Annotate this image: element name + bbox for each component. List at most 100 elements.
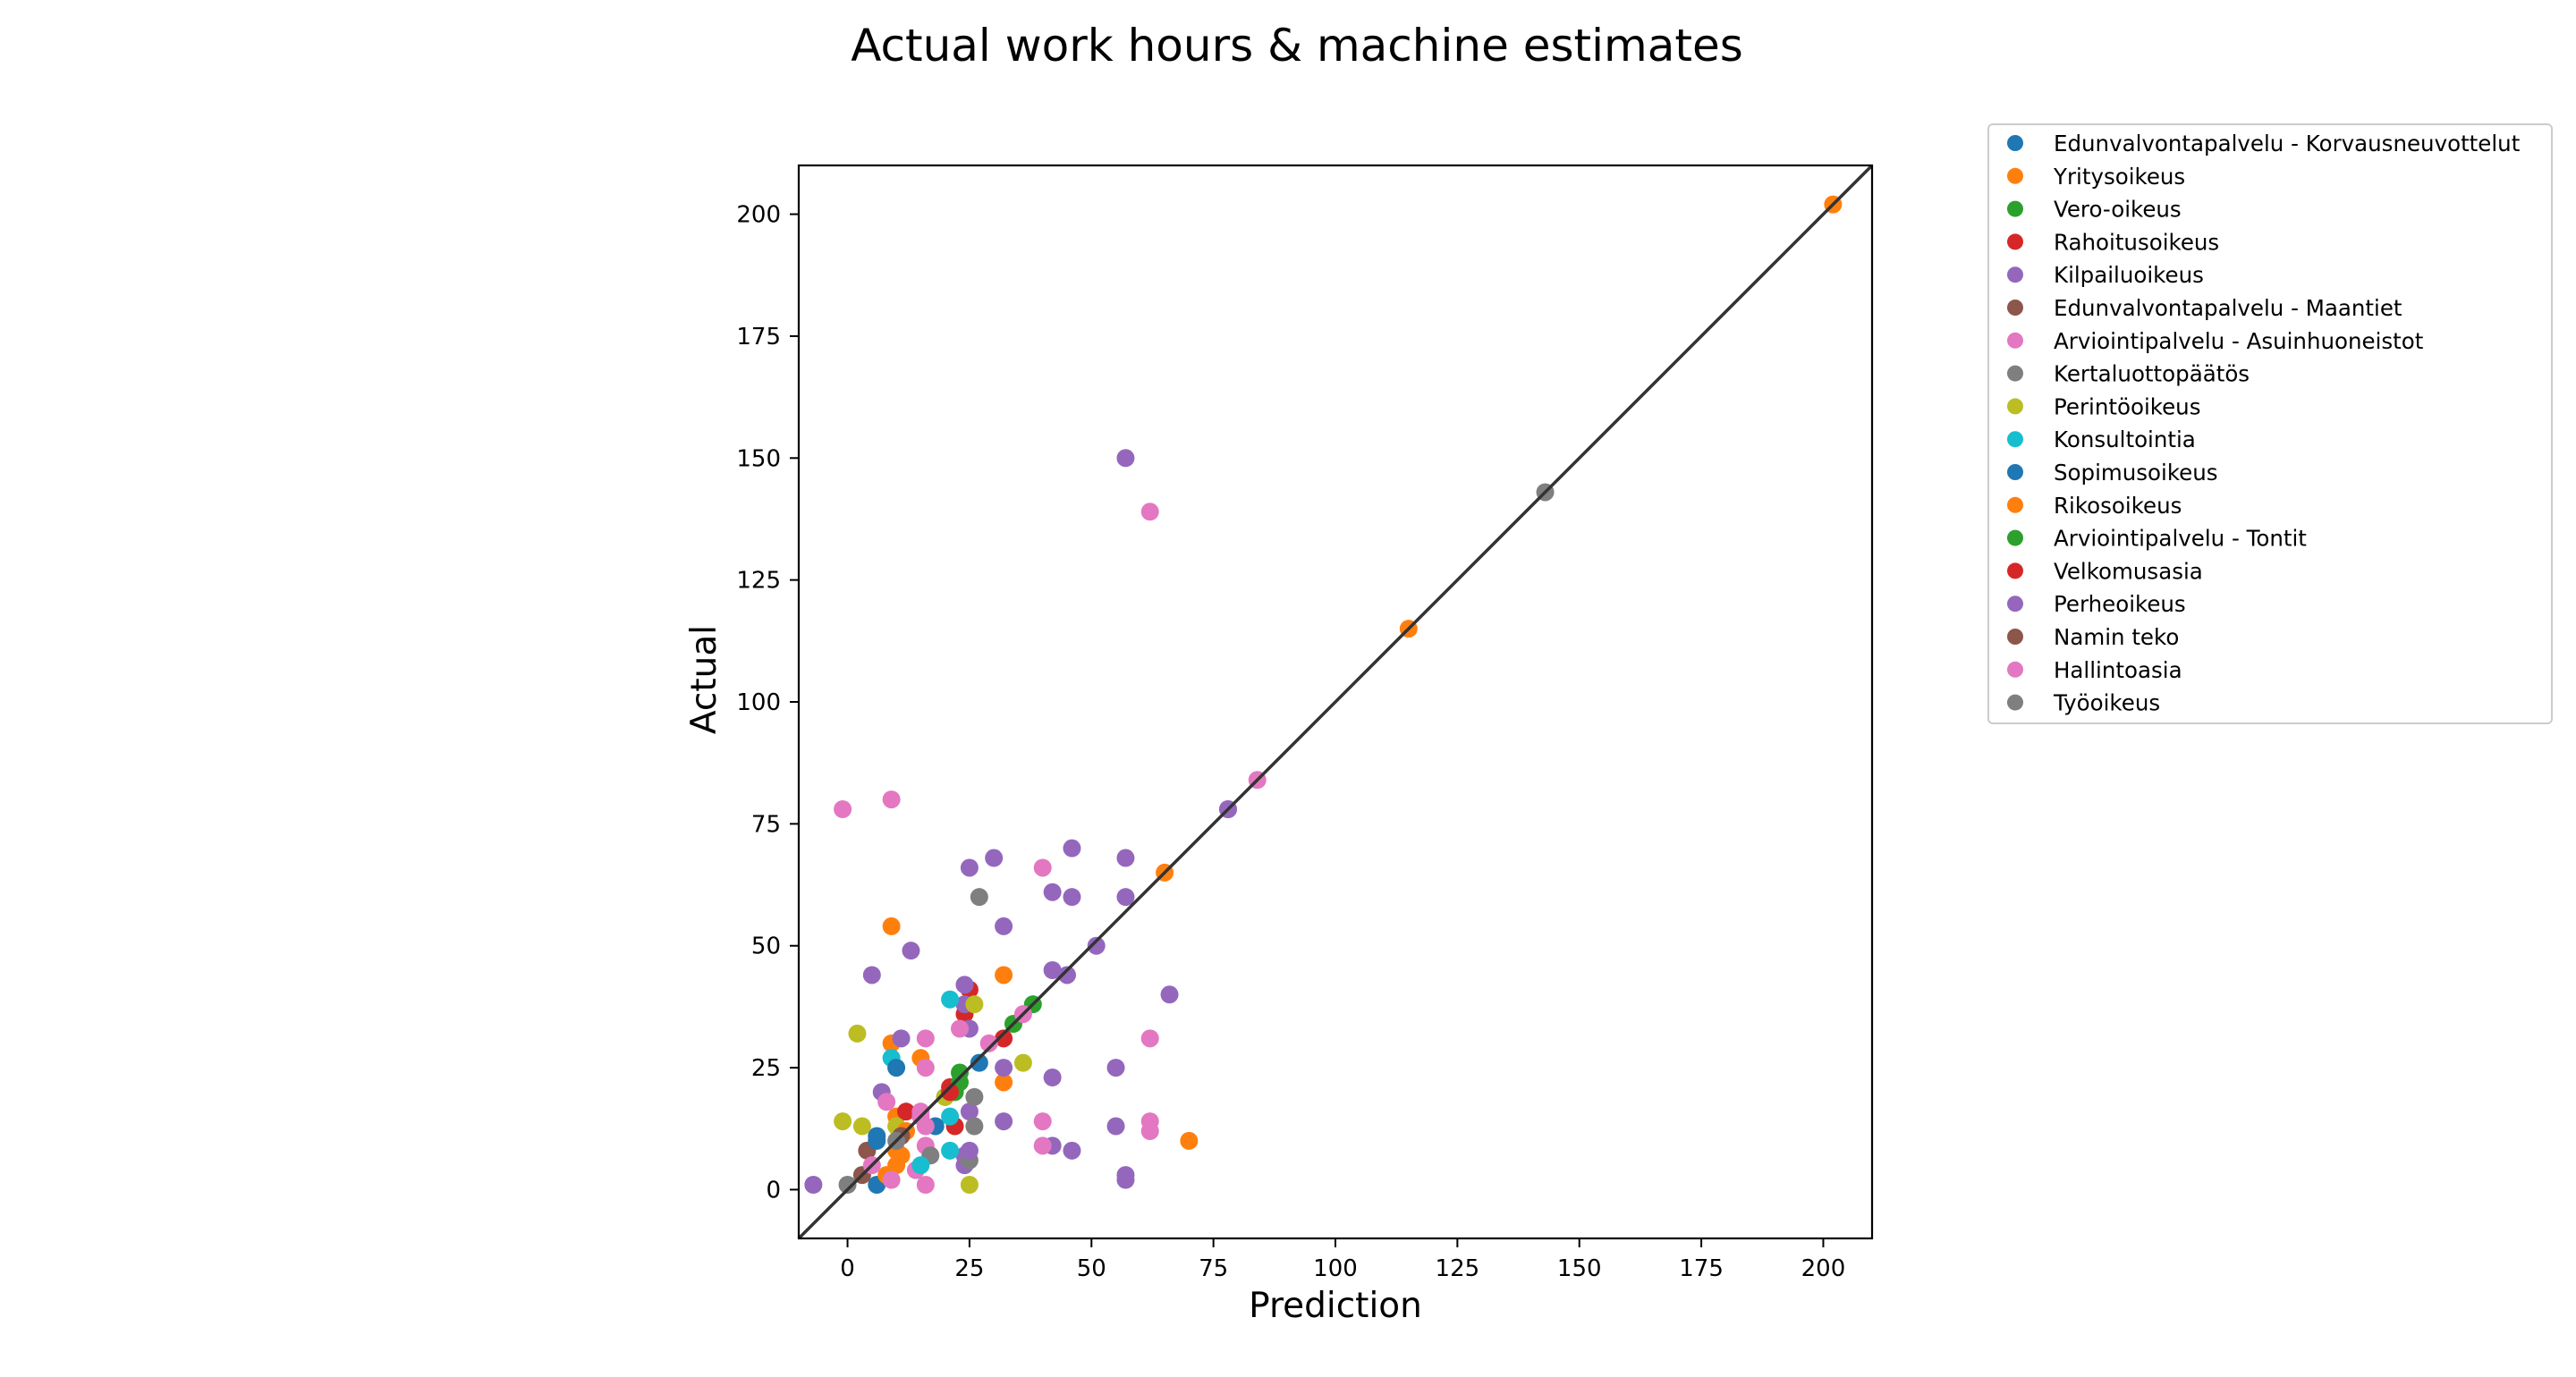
y-tick-label: 175: [736, 324, 781, 351]
legend-marker: [2007, 661, 2023, 678]
x-tick-label: 75: [1199, 1255, 1228, 1282]
data-point: [1180, 1131, 1199, 1150]
data-point: [1087, 936, 1106, 955]
legend-entry: Rahoitusoikeus: [2054, 229, 2219, 255]
data-point: [995, 1073, 1013, 1092]
data-point: [902, 942, 920, 960]
y-tick-label: 0: [766, 1177, 781, 1204]
legend-marker: [2007, 200, 2023, 217]
data-point: [965, 995, 984, 1014]
x-tick-label: 50: [1077, 1255, 1106, 1282]
legend-entry: Edunvalvontapalvelu - Maantiet: [2054, 295, 2402, 321]
data-point: [941, 1083, 960, 1102]
data-point: [970, 888, 988, 907]
data-point: [960, 1176, 979, 1194]
x-axis-label: Prediction: [1249, 1286, 1422, 1326]
data-point: [1116, 849, 1135, 867]
legend-entry: Konsultointia: [2054, 427, 2196, 452]
scatter-points: [804, 195, 1843, 1194]
data-point: [1116, 449, 1135, 468]
legend-marker: [2007, 496, 2023, 513]
legend-entry: Perheoikeus: [2054, 591, 2186, 617]
data-point: [897, 1102, 915, 1121]
legend-marker: [2007, 629, 2023, 645]
legend-entry: Namin teko: [2054, 624, 2179, 650]
data-point: [852, 1117, 871, 1136]
data-point: [941, 1107, 960, 1126]
data-point: [1140, 503, 1159, 521]
legend-marker: [2007, 332, 2023, 349]
x-tick-label: 175: [1679, 1255, 1724, 1282]
data-point: [960, 1141, 979, 1160]
legend-marker: [2007, 562, 2023, 579]
data-point: [995, 1112, 1013, 1131]
data-point: [1106, 1059, 1125, 1077]
data-point: [1043, 961, 1062, 979]
data-point: [995, 966, 1013, 984]
y-tick-label: 125: [736, 568, 781, 595]
legend-marker: [2007, 694, 2023, 711]
legend-entry: Arviointipalvelu - Tontit: [2054, 526, 2307, 552]
data-point: [995, 917, 1013, 935]
data-point: [995, 1059, 1013, 1077]
legend-entry: Työoikeus: [2053, 690, 2160, 716]
data-point: [916, 1029, 935, 1048]
data-point: [1058, 966, 1076, 984]
legend-marker: [2007, 365, 2023, 382]
data-point: [965, 1117, 984, 1136]
data-point: [1043, 883, 1062, 901]
data-point: [868, 1131, 886, 1150]
x-tick-label: 200: [1801, 1255, 1846, 1282]
x-tick-label: 0: [840, 1255, 855, 1282]
legend-entry: Hallintoasia: [2054, 657, 2182, 683]
data-point: [1063, 888, 1081, 907]
data-point: [1063, 1141, 1081, 1160]
legend-marker: [2007, 167, 2023, 184]
data-point: [1140, 1122, 1159, 1140]
legend-entry: Velkomusasia: [2054, 558, 2203, 584]
data-point: [1033, 858, 1052, 877]
x-tick-label: 125: [1436, 1255, 1480, 1282]
y-tick-label: 25: [751, 1055, 781, 1082]
legend-marker: [2007, 398, 2023, 415]
data-point: [979, 1034, 998, 1052]
legend-marker: [2007, 135, 2023, 151]
y-tick-label: 100: [736, 689, 781, 716]
legend-entry: Rikosoikeus: [2054, 493, 2182, 519]
data-point: [882, 790, 901, 809]
y-tick-label: 150: [736, 445, 781, 472]
data-point: [916, 1117, 935, 1136]
data-point: [834, 800, 852, 818]
data-point: [951, 1019, 969, 1038]
legend-entry: Kilpailuoikeus: [2054, 262, 2204, 288]
data-point: [941, 1141, 960, 1160]
data-point: [877, 1093, 896, 1111]
data-point: [1043, 1069, 1062, 1086]
data-point: [887, 1059, 906, 1077]
data-point: [970, 1053, 988, 1072]
data-point: [1033, 1112, 1052, 1131]
y-tick-label: 75: [751, 811, 781, 838]
data-point: [1116, 888, 1135, 907]
legend-entry: Edunvalvontapalvelu - Korvausneuvottelut: [2054, 131, 2521, 156]
data-point: [965, 1087, 984, 1106]
legend-entry: Sopimusoikeus: [2054, 460, 2218, 486]
data-point: [985, 849, 1004, 867]
y-tick-label: 200: [736, 202, 781, 229]
data-point: [941, 990, 960, 1009]
data-point: [892, 1029, 911, 1048]
x-tick-label: 25: [954, 1255, 984, 1282]
data-point: [1106, 1117, 1125, 1136]
data-point: [1140, 1029, 1159, 1048]
legend: Edunvalvontapalvelu - Korvausneuvottelut…: [1987, 123, 2553, 724]
legend-marker: [2007, 233, 2023, 250]
y-tick-label: 50: [751, 933, 781, 960]
legend-marker: [2007, 431, 2023, 448]
legend-marker: [2007, 464, 2023, 480]
data-point: [862, 966, 881, 984]
legend-frame: [1987, 123, 2553, 724]
data-point: [911, 1156, 930, 1175]
legend-entry: Yritysoikeus: [2053, 164, 2185, 190]
legend-entry: Kertaluottopäätös: [2054, 361, 2250, 387]
data-point: [882, 917, 901, 935]
